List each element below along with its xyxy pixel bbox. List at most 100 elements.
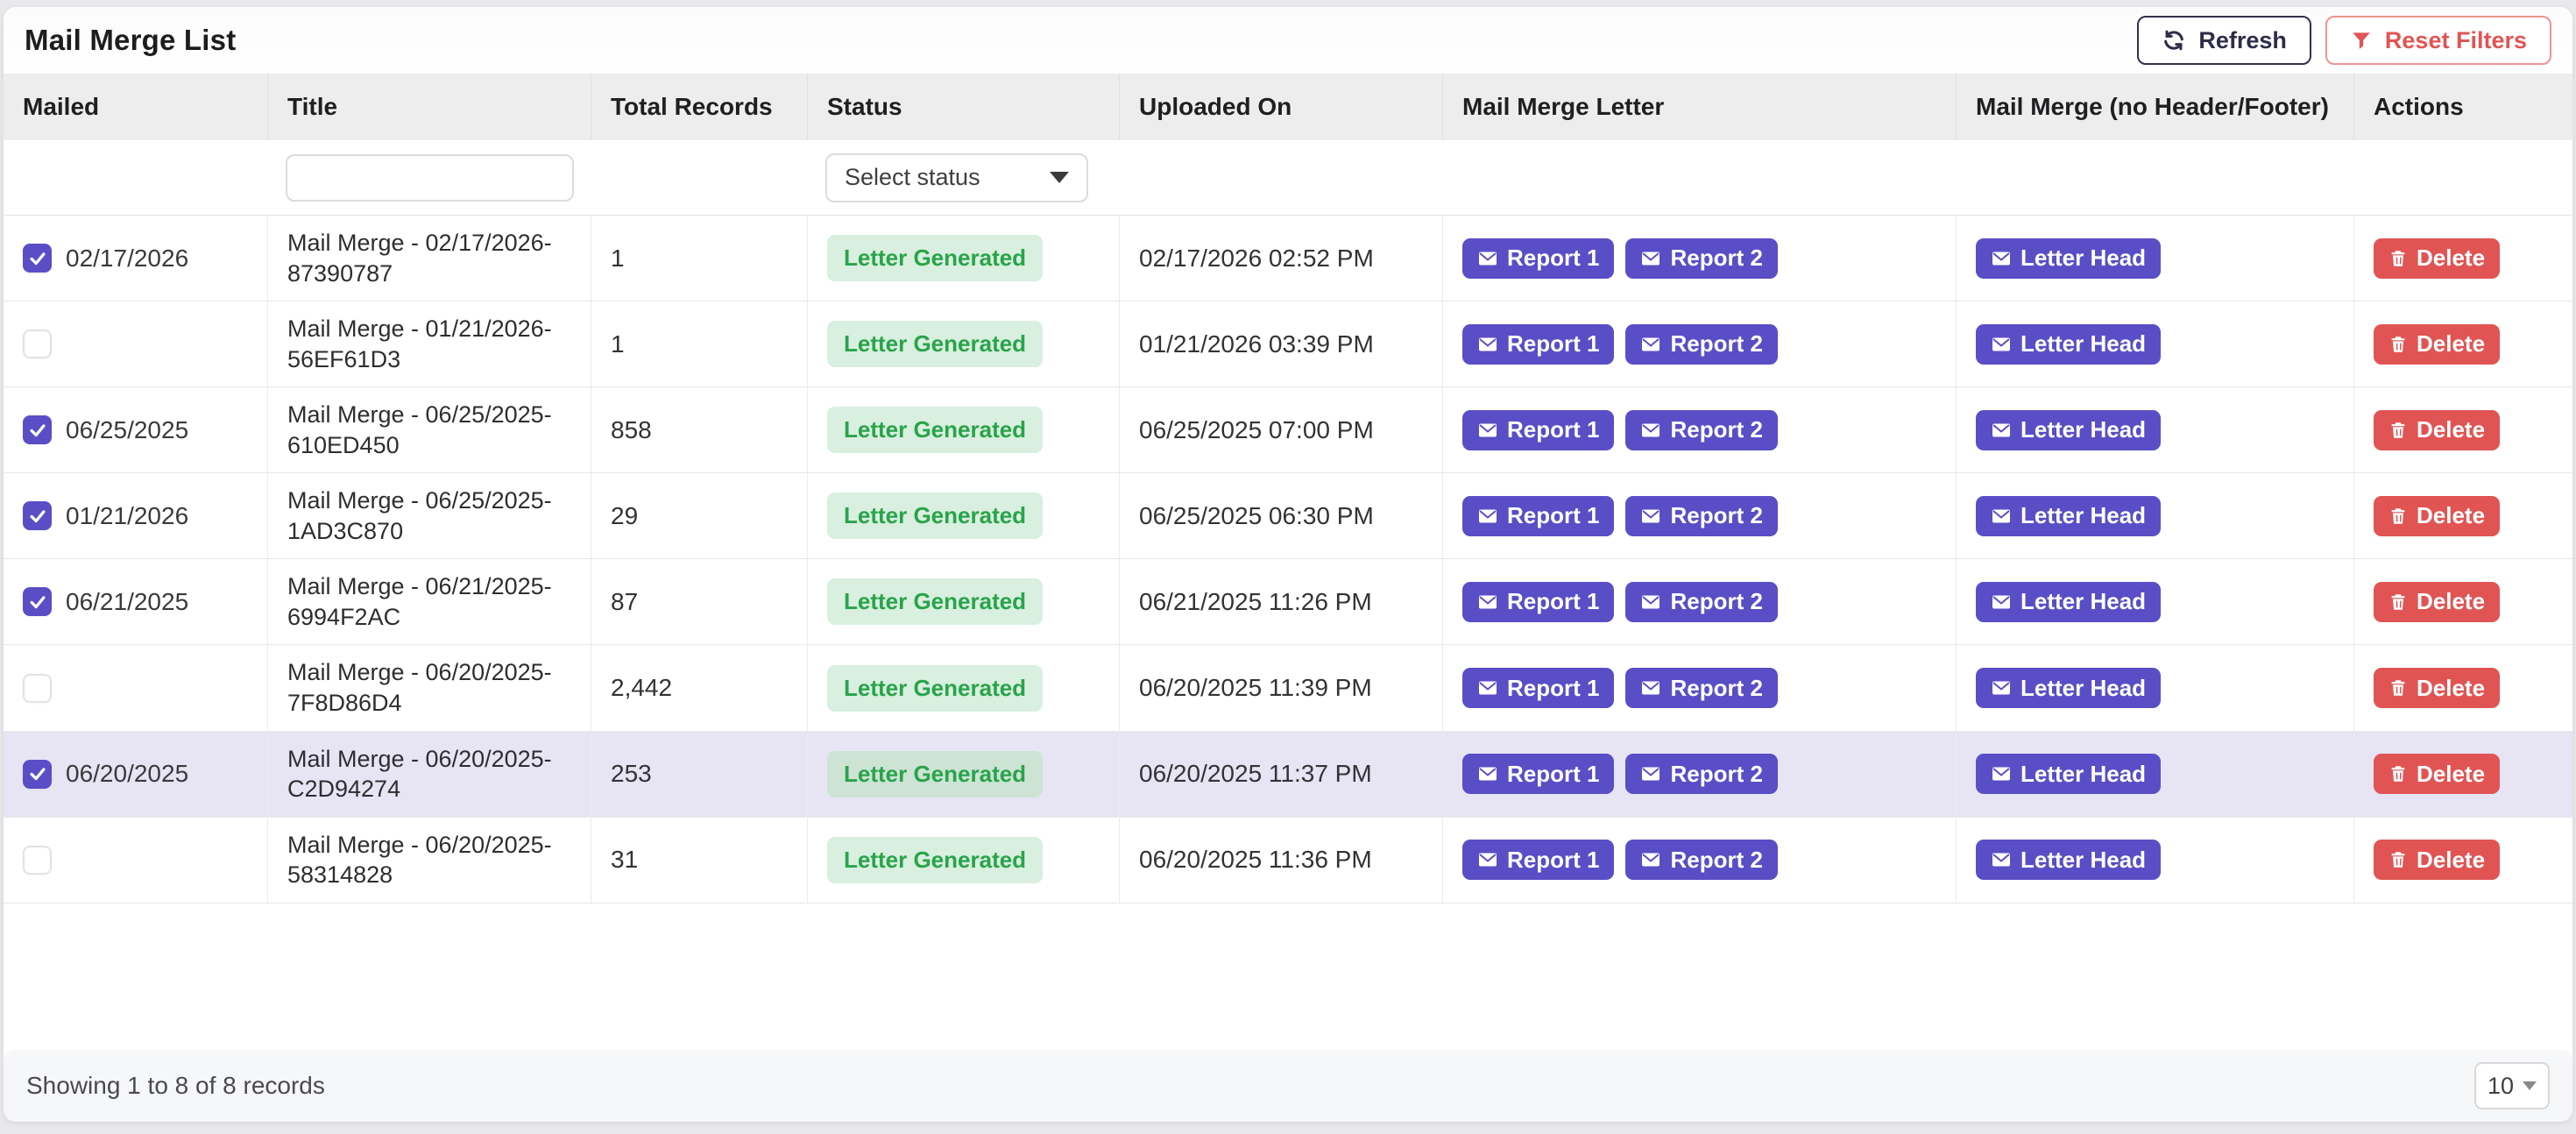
delete-button[interactable]: Delete	[2374, 840, 2501, 881]
envelope-icon	[1991, 592, 2012, 613]
letterhead-button[interactable]: Letter Head	[1976, 495, 2162, 536]
envelope-icon	[1991, 420, 2012, 441]
filter-row: Select status	[4, 140, 2572, 216]
report2-button[interactable]: Report 2	[1625, 668, 1778, 709]
report2-button[interactable]: Report 2	[1625, 323, 1778, 365]
page-size-select[interactable]: 10	[2474, 1062, 2550, 1109]
envelope-icon	[1991, 506, 2012, 527]
report2-button[interactable]: Report 2	[1625, 495, 1778, 536]
report2-label: Report 2	[1670, 588, 1763, 615]
envelope-icon	[1477, 592, 1498, 613]
trash-icon	[2388, 249, 2408, 268]
total-records-cell: 29	[591, 473, 808, 559]
title-cell: Mail Merge - 06/21/2025-6994F2AC	[268, 559, 591, 645]
delete-button[interactable]: Delete	[2374, 323, 2501, 365]
report1-button[interactable]: Report 1	[1462, 323, 1615, 365]
reset-filters-button[interactable]: Reset Filters	[2325, 16, 2551, 65]
mailed-checkbox[interactable]	[23, 845, 52, 875]
actions-cell: Delete	[2354, 301, 2572, 386]
actions-cell: Delete	[2354, 559, 2572, 644]
mail-merge-no-hf-cell: Letter Head	[1957, 559, 2354, 645]
actions-cell: Delete	[2354, 645, 2572, 730]
status-badge: Letter Generated	[827, 321, 1044, 368]
letterhead-button[interactable]: Letter Head	[1976, 237, 2162, 279]
mail-merge-no-hf-cell: Letter Head	[1957, 387, 2354, 473]
total-records-cell: 253	[591, 731, 808, 817]
report1-button[interactable]: Report 1	[1462, 840, 1615, 881]
delete-label: Delete	[2417, 674, 2486, 701]
report1-button[interactable]: Report 1	[1462, 754, 1615, 795]
report1-label: Report 1	[1507, 245, 1600, 272]
report2-button[interactable]: Report 2	[1625, 581, 1778, 622]
delete-button[interactable]: Delete	[2374, 237, 2501, 279]
report2-button[interactable]: Report 2	[1625, 409, 1778, 450]
letterhead-button[interactable]: Letter Head	[1976, 323, 2162, 365]
column-header-mailed: Mailed	[4, 74, 268, 140]
mailed-checkbox[interactable]	[23, 501, 52, 531]
report2-button[interactable]: Report 2	[1625, 754, 1778, 795]
title-cell: Mail Merge - 06/20/2025-7F8D86D4	[268, 645, 591, 731]
refresh-button[interactable]: Refresh	[2137, 16, 2311, 65]
column-header-status: Status	[808, 74, 1120, 140]
title-filter-input[interactable]	[286, 153, 574, 202]
delete-label: Delete	[2417, 846, 2486, 873]
delete-button[interactable]: Delete	[2374, 668, 2501, 709]
mail-merge-letter-cell: Report 1 Report 2	[1443, 559, 1957, 645]
report1-button[interactable]: Report 1	[1462, 668, 1615, 709]
uploaded-on-cell: 06/20/2025 11:39 PM	[1120, 645, 1443, 731]
delete-button[interactable]: Delete	[2374, 409, 2501, 450]
trash-icon	[2388, 764, 2408, 783]
actions-cell: Delete	[2354, 818, 2572, 903]
mailed-date: 06/20/2025	[66, 760, 189, 788]
status-filter-select[interactable]: Select status	[825, 152, 1088, 202]
table-row: Mail Merge - 06/20/2025-58314828 31 Lett…	[4, 817, 2572, 904]
mail-merge-no-hf-cell: Letter Head	[1957, 301, 2354, 387]
status-badge: Letter Generated	[827, 664, 1044, 712]
status-badge: Letter Generated	[827, 235, 1044, 282]
letterhead-button[interactable]: Letter Head	[1976, 581, 2162, 622]
report1-button[interactable]: Report 1	[1462, 581, 1615, 622]
delete-button[interactable]: Delete	[2374, 754, 2501, 795]
envelope-icon	[1477, 248, 1498, 269]
envelope-icon	[1640, 420, 1661, 441]
mail-merge-letter-cell: Report 1 Report 2	[1443, 216, 1957, 301]
trash-icon	[2388, 678, 2408, 698]
mailed-checkbox[interactable]	[23, 244, 52, 273]
letterhead-button[interactable]: Letter Head	[1976, 754, 2162, 795]
letterhead-button[interactable]: Letter Head	[1976, 668, 2162, 709]
report1-button[interactable]: Report 1	[1462, 409, 1615, 450]
uploaded-on-cell: 06/20/2025 11:36 PM	[1120, 817, 1443, 903]
delete-button[interactable]: Delete	[2374, 495, 2501, 536]
status-badge: Letter Generated	[827, 493, 1044, 540]
envelope-icon	[1477, 677, 1498, 698]
refresh-label: Refresh	[2198, 26, 2287, 53]
total-records-cell: 1	[591, 301, 808, 387]
mailed-checkbox[interactable]	[23, 587, 52, 617]
envelope-icon	[1640, 677, 1661, 698]
envelope-icon	[1477, 334, 1498, 355]
total-records-cell: 2,442	[591, 645, 808, 731]
envelope-icon	[1477, 420, 1498, 441]
mailed-checkbox[interactable]	[23, 415, 52, 445]
mailed-cell: 01/21/2026	[4, 473, 268, 559]
title-cell: Mail Merge - 06/25/2025-610ED450	[268, 387, 591, 473]
report1-button[interactable]: Report 1	[1462, 237, 1615, 279]
mailed-checkbox[interactable]	[23, 673, 52, 703]
mailed-cell: 02/17/2026	[4, 216, 268, 301]
reset-filters-label: Reset Filters	[2384, 26, 2527, 53]
envelope-icon	[1991, 677, 2012, 698]
records-summary: Showing 1 to 8 of 8 records	[26, 1072, 325, 1099]
report1-button[interactable]: Report 1	[1462, 495, 1615, 536]
report2-button[interactable]: Report 2	[1625, 840, 1778, 881]
letterhead-button[interactable]: Letter Head	[1976, 409, 2162, 450]
envelope-icon	[1991, 849, 2012, 870]
report2-button[interactable]: Report 2	[1625, 237, 1778, 279]
letterhead-label: Letter Head	[2020, 416, 2147, 443]
mailed-checkbox[interactable]	[23, 759, 52, 789]
status-cell: Letter Generated	[808, 559, 1120, 645]
uploaded-on-cell: 06/25/2025 07:00 PM	[1120, 387, 1443, 473]
mailed-checkbox[interactable]	[23, 330, 52, 359]
letterhead-button[interactable]: Letter Head	[1976, 840, 2162, 881]
report1-label: Report 1	[1507, 846, 1600, 873]
delete-button[interactable]: Delete	[2374, 581, 2501, 622]
